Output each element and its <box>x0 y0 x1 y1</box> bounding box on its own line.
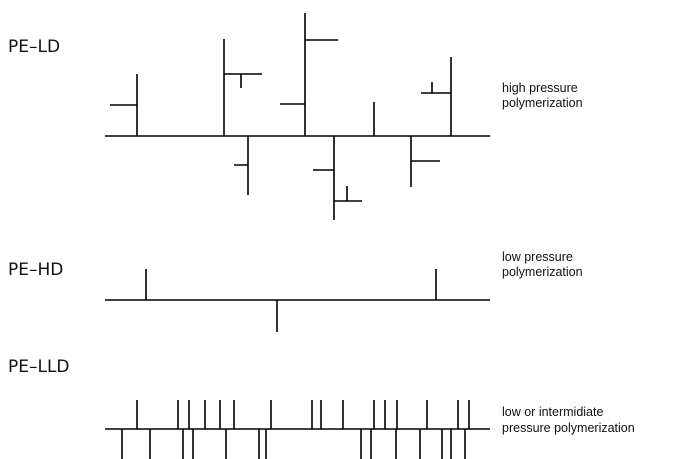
pe-ld-structure <box>105 13 490 220</box>
polymer-description: high pressure <box>502 81 578 95</box>
polymer-label: PE–HD <box>8 260 63 280</box>
diagram: PE–LD high pressure polymerization PE–HD… <box>0 0 685 459</box>
pe-hd-structure <box>105 269 490 332</box>
polymer-label: PE–LLD <box>8 357 70 377</box>
polymer-description: polymerization <box>502 96 583 110</box>
polymer-description: low pressure <box>502 250 573 264</box>
polymer-label: PE–LD <box>8 37 60 57</box>
polymer-description: polymerization <box>502 265 583 279</box>
polymer-description: pressure polymerization <box>502 421 635 435</box>
polymer-description: low or intermidiate <box>502 405 603 419</box>
pe-lld-structure <box>105 400 490 459</box>
